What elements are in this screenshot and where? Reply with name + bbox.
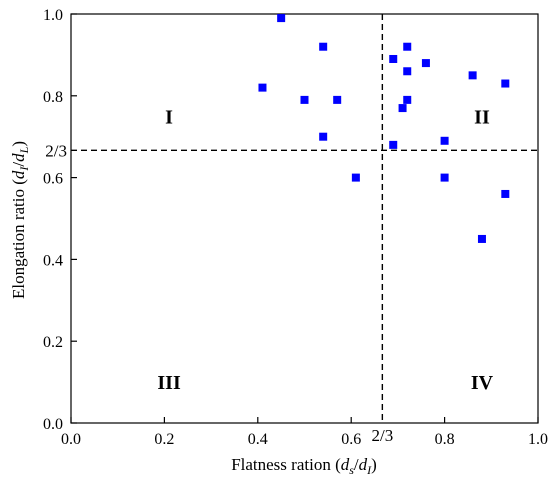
y-axis-ticks: 0.0 0.2 0.4 0.6 0.8 1.0 (43, 7, 77, 433)
x-axis-label: Flatness ration (ds/dI) (231, 455, 377, 477)
data-point-12 (403, 95, 412, 104)
data-point-14 (389, 140, 398, 149)
y-tick-label: 0.8 (43, 89, 63, 106)
plot-frame (70, 13, 539, 424)
data-point-7 (351, 173, 360, 182)
data-point-6 (319, 132, 328, 141)
data-point-17 (468, 71, 477, 80)
y-tick-label: 0.2 (43, 334, 63, 351)
y-tick-label: 0.0 (43, 416, 63, 433)
y-axis-label: Elongation ratio (dI/dL) (9, 141, 31, 299)
data-points (258, 14, 510, 243)
data-point-8 (389, 54, 398, 63)
x-tick-label: 0.8 (435, 431, 455, 448)
data-point-19 (501, 189, 510, 198)
x-axis-ticks: 0.0 0.2 0.4 0.6 0.8 1.0 (61, 417, 548, 448)
data-point-1 (277, 14, 286, 23)
data-point-3 (258, 83, 267, 92)
data-point-11 (421, 59, 430, 68)
y-tick-label: 0.4 (43, 252, 63, 269)
data-point-2 (319, 42, 328, 51)
quadrant-label-iv: IV (471, 372, 494, 394)
quadrant-label-iii: III (157, 372, 181, 394)
y-tick-label: 0.6 (43, 171, 63, 188)
x-tick-label: 0.2 (154, 431, 174, 448)
data-point-16 (440, 173, 449, 182)
data-point-9 (403, 42, 412, 51)
x-threshold-label: 2/3 (371, 426, 393, 445)
data-point-18 (501, 79, 510, 88)
y-threshold-label: 2/3 (45, 141, 67, 160)
data-point-4 (300, 95, 309, 104)
data-point-5 (333, 95, 342, 104)
x-tick-label: 1.0 (528, 431, 548, 448)
data-point-10 (403, 67, 412, 76)
data-point-13 (398, 104, 407, 113)
data-point-20 (477, 234, 486, 243)
y-tick-label: 1.0 (43, 7, 63, 24)
x-tick-label: 0.4 (248, 431, 268, 448)
x-tick-label: 0.6 (341, 431, 361, 448)
quadrant-label-ii: II (474, 106, 490, 128)
x-tick-label: 0.0 (61, 431, 81, 448)
data-point-15 (440, 136, 449, 145)
quadrant-label-i: I (165, 106, 173, 128)
